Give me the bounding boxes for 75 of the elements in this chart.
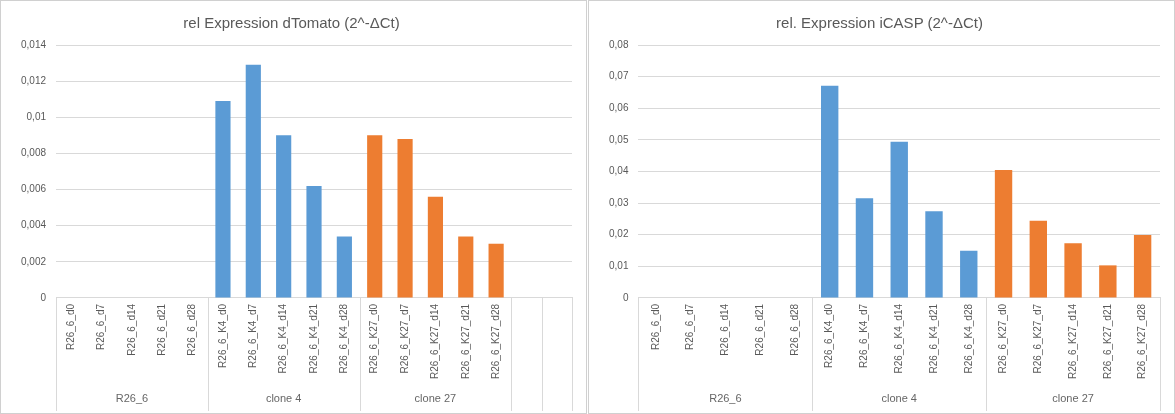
text: clone 4 xyxy=(881,392,917,405)
x-tick-label: R26_6_d0 xyxy=(649,303,661,351)
bar xyxy=(215,101,231,298)
x-tick-label: R26_6_K4_d14 xyxy=(892,303,904,374)
bar xyxy=(994,169,1013,298)
y-tick-label: 0,008 xyxy=(20,147,47,159)
x-tick-label: R26_6_K27_d21 xyxy=(1101,303,1113,380)
bar xyxy=(488,243,504,298)
bar xyxy=(1064,243,1082,298)
bar xyxy=(855,198,874,298)
bar xyxy=(336,236,352,298)
bar xyxy=(925,211,943,298)
x-tick-label: R26_6_d14 xyxy=(125,303,137,356)
bar xyxy=(1133,235,1152,298)
x-tick-label: R26_6_K27_d7 xyxy=(398,303,410,374)
chart-title: rel Expression dTomato (2^-ΔCt) xyxy=(183,14,400,32)
y-tick-label: 0,01 xyxy=(608,260,629,272)
text: clone 27 xyxy=(414,392,457,405)
y-tick-label: 0,08 xyxy=(608,38,629,50)
x-tick-label: R26_6_K27_d21 xyxy=(459,303,471,380)
bar xyxy=(367,135,383,298)
bar xyxy=(276,135,292,298)
text: clone 4 xyxy=(265,392,302,405)
x-tick-label: R26_6_K4_d7 xyxy=(247,303,259,368)
x-tick-label: R26_6_K27_d7 xyxy=(1032,303,1044,374)
chart-title: rel. Expression iCASP (2^-ΔCt) xyxy=(776,14,983,32)
bar xyxy=(1099,265,1117,298)
x-tick-label: R26_6_d21 xyxy=(156,303,167,356)
x-tick-label: R26_6_d0 xyxy=(64,303,76,351)
x-tick-label: R26_6_K27_d28 xyxy=(489,303,501,380)
y-tick-label: 0 xyxy=(622,291,629,303)
y-tick-label: 0,03 xyxy=(608,196,629,208)
y-tick-label: 0,012 xyxy=(20,74,47,86)
y-tick-label: 0,014 xyxy=(20,38,47,50)
bar xyxy=(960,250,978,298)
y-tick-label: 0,04 xyxy=(608,165,629,177)
text: clone 27 xyxy=(1052,392,1094,405)
x-tick-label: R26_6_K4_d28 xyxy=(338,303,350,374)
y-tick-label: 0 xyxy=(40,291,47,303)
x-tick-label: R26_6_K27_d14 xyxy=(1066,303,1078,380)
x-tick-label: R26_6_K27_d0 xyxy=(368,303,380,374)
bar xyxy=(458,236,474,298)
x-tick-label: R26_6_K4_d7 xyxy=(858,303,870,368)
bar xyxy=(427,196,444,298)
x-tick-label: R26_6_K27_d0 xyxy=(997,303,1009,374)
y-tick-label: 0,05 xyxy=(608,133,629,145)
bar xyxy=(890,141,908,298)
x-tick-label: R26_6_K4_d14 xyxy=(277,303,289,374)
x-tick-label: R26_6_d28 xyxy=(186,303,198,356)
x-tick-label: R26_6_d14 xyxy=(719,303,731,356)
y-tick-label: 0,02 xyxy=(608,228,629,240)
y-tick-label: 0,06 xyxy=(608,101,629,113)
text: R26_6 xyxy=(115,392,149,405)
x-tick-label: R26_6_K4_d28 xyxy=(962,303,974,374)
bar xyxy=(821,85,839,298)
x-tick-label: R26_6_K27_d28 xyxy=(1136,303,1148,380)
bar xyxy=(306,185,322,298)
y-tick-label: 0,01 xyxy=(26,111,47,123)
x-tick-label: R26_6_K4_d0 xyxy=(216,303,228,368)
x-tick-label: R26_6_d28 xyxy=(788,303,800,356)
text: R26_6 xyxy=(709,392,742,405)
x-tick-label: R26_6_K27_d14 xyxy=(429,303,441,380)
x-tick-label: R26_6_K4_d0 xyxy=(823,303,835,368)
x-tick-label: R26_6_d7 xyxy=(684,303,696,351)
y-tick-label: 0,004 xyxy=(20,219,47,231)
x-tick-label: R26_6_K4_d21 xyxy=(927,303,939,374)
bar xyxy=(397,138,413,298)
x-tick-label: R26_6_d21 xyxy=(753,303,765,356)
y-tick-label: 0,002 xyxy=(20,255,47,267)
bar xyxy=(1029,220,1047,298)
x-tick-label: R26_6_d7 xyxy=(95,303,107,351)
bar xyxy=(245,64,261,298)
y-tick-label: 0,07 xyxy=(608,70,629,82)
x-tick-label: R26_6_K4_d21 xyxy=(307,303,319,374)
y-tick-label: 0,006 xyxy=(20,183,47,195)
